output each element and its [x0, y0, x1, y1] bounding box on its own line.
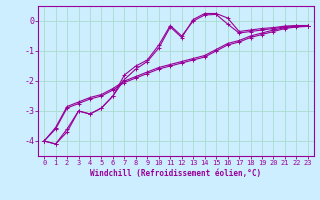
- X-axis label: Windchill (Refroidissement éolien,°C): Windchill (Refroidissement éolien,°C): [91, 169, 261, 178]
